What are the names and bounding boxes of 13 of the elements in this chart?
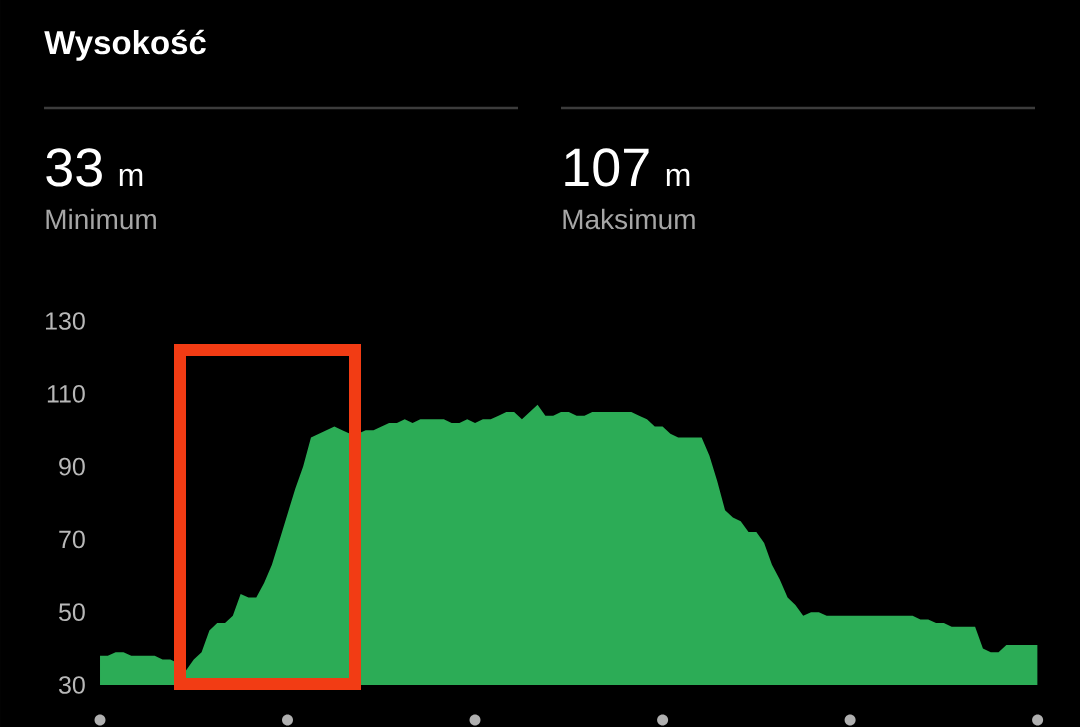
chart-title: Wysokość	[44, 29, 206, 61]
y-tick-label: 70	[59, 530, 85, 549]
y-tick-label: 90	[59, 457, 85, 476]
text: Minimum	[46, 208, 156, 230]
text: 33	[46, 148, 102, 187]
y-tick-label: 50	[59, 603, 85, 622]
y-tick-label: 130	[46, 312, 85, 330]
y-tick-label: 30	[58, 676, 85, 694]
y-tick-label: 110	[47, 384, 85, 403]
text: m	[666, 168, 690, 186]
text: m	[119, 168, 143, 186]
text: 107	[565, 148, 649, 187]
text: Maksimum	[563, 208, 695, 230]
